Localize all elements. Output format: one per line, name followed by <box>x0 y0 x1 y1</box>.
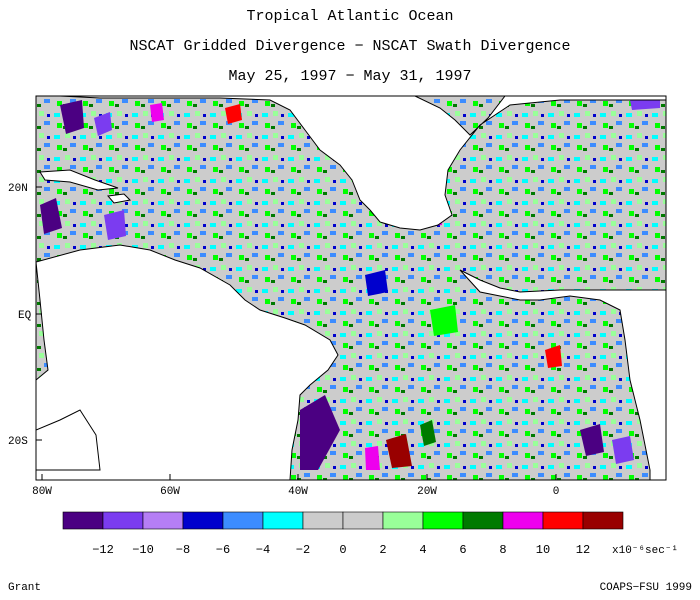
legend-swatch-0 <box>62 511 104 530</box>
legend-swatch-5 <box>262 511 304 530</box>
africa-land <box>459 269 666 480</box>
map-plot-area <box>36 96 666 480</box>
north-america-land <box>36 96 666 231</box>
legend-tick-label: 10 <box>536 543 550 557</box>
lon-label-80w: 80W <box>32 486 52 498</box>
legend-tick-label: −6 <box>216 543 230 557</box>
legend-tick-label: 4 <box>419 543 426 557</box>
legend-swatch-13 <box>582 511 624 530</box>
legend-tick-label: 2 <box>379 543 386 557</box>
lat-label-eq: EQ <box>18 310 32 322</box>
title-line-2: NSCAT Gridded Divergence − NSCAT Swath D… <box>129 38 571 55</box>
legend-swatch-2 <box>142 511 184 530</box>
legend-tick-label: 0 <box>339 543 346 557</box>
legend-tick-label: 6 <box>459 543 466 557</box>
legend-swatch-4 <box>222 511 264 530</box>
legend-swatch-6 <box>302 511 344 530</box>
lon-label-40w: 40W <box>288 486 308 498</box>
legend-tick-label: 12 <box>576 543 590 557</box>
lat-label-20s: 20S <box>8 436 28 448</box>
lon-ticks <box>41 474 557 480</box>
credit-left: Grant <box>8 582 42 594</box>
legend-tick-label: −8 <box>176 543 190 557</box>
legend-units: x10⁻⁶sec⁻¹ <box>612 545 678 557</box>
title-line-1: Tropical Atlantic Ocean <box>246 8 454 25</box>
legend-tick-label: −2 <box>296 543 310 557</box>
legend-tick-label: −12 <box>92 543 114 557</box>
legend-swatch-8 <box>382 511 424 530</box>
legend-tick-label: −10 <box>132 543 154 557</box>
lon-label-60w: 60W <box>160 486 180 498</box>
lon-label-20w: 20W <box>417 486 437 498</box>
legend-tick-label: −4 <box>256 543 270 557</box>
landmasses <box>36 96 666 480</box>
legend-swatch-3 <box>182 511 224 530</box>
south-america-land <box>36 244 339 480</box>
hispaniola-land <box>107 193 132 204</box>
legend-swatch-1 <box>102 511 144 530</box>
legend-swatch-9 <box>422 511 464 530</box>
lon-label-0: 0 <box>553 486 560 498</box>
cuba-land <box>39 169 119 191</box>
plot-frame <box>35 95 667 481</box>
legend-swatch-7 <box>342 511 384 530</box>
lat-ticks <box>36 186 42 441</box>
legend-swatch-10 <box>462 511 504 530</box>
legend-tick-label: 8 <box>499 543 506 557</box>
color-legend <box>62 511 624 530</box>
credit-right: COAPS−FSU 1999 <box>599 582 692 594</box>
lat-label-20n: 20N <box>8 183 28 195</box>
title-line-3: May 25, 1997 − May 31, 1997 <box>228 68 472 85</box>
legend-swatch-11 <box>502 511 544 530</box>
legend-tick-labels: −12 −10 −8 −6 −4 −2 0 2 4 6 8 10 12 <box>92 543 590 557</box>
legend-swatch-12 <box>542 511 584 530</box>
